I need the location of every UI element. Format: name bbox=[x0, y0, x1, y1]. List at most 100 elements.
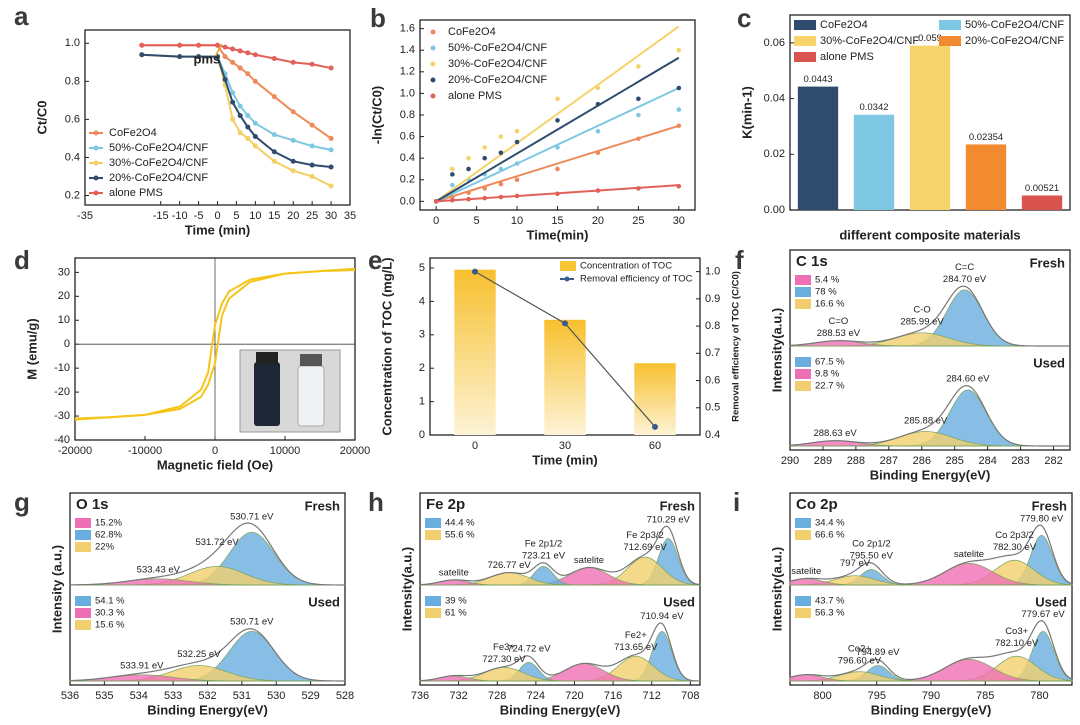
y2-tick-label: 0.7 bbox=[705, 347, 720, 359]
spectrum-name: Used bbox=[308, 594, 340, 609]
peak-label: 797 eV bbox=[840, 558, 871, 569]
point bbox=[245, 135, 251, 141]
point bbox=[230, 116, 236, 122]
point bbox=[252, 143, 258, 149]
point bbox=[309, 173, 315, 179]
x-axis-label: different composite materials bbox=[839, 227, 1020, 242]
x-axis-label: Binding Energy(eV) bbox=[871, 702, 992, 717]
point bbox=[230, 46, 236, 52]
peak-tag: Co2+ bbox=[848, 644, 871, 655]
legend-swatch bbox=[430, 45, 436, 51]
y-tick-label: 0.2 bbox=[65, 189, 80, 201]
x-tick-label: 10 bbox=[249, 210, 261, 222]
legend-swatch bbox=[564, 276, 570, 282]
bar bbox=[853, 114, 895, 210]
legend-swatch bbox=[75, 518, 91, 528]
bar bbox=[454, 269, 496, 435]
fit-line bbox=[435, 25, 680, 203]
bar bbox=[965, 144, 1007, 210]
spectrum-name: Fresh bbox=[305, 498, 340, 513]
x-tick-label: 0 bbox=[212, 445, 218, 457]
point bbox=[309, 162, 315, 168]
y-axis-label: -ln(Ct/C0) bbox=[369, 86, 384, 145]
peak-tag: Co3+ bbox=[1005, 626, 1028, 637]
legend-swatch bbox=[425, 596, 441, 606]
peak bbox=[789, 578, 1072, 586]
envelope bbox=[789, 620, 1073, 681]
peak-label: satelite bbox=[954, 549, 984, 560]
x-tick-label: 290 bbox=[781, 455, 799, 467]
annotation: pms bbox=[194, 51, 221, 66]
point bbox=[237, 48, 243, 54]
point bbox=[636, 186, 641, 191]
y-axis-label: Intensity (a.u.) bbox=[49, 545, 64, 633]
point bbox=[328, 183, 334, 189]
peak-label: 710.94 eV bbox=[640, 611, 684, 622]
x-tick-label: 0 bbox=[214, 210, 220, 222]
point bbox=[328, 147, 334, 153]
point bbox=[676, 85, 682, 91]
peak-tag: C-O bbox=[913, 305, 930, 316]
bar bbox=[909, 45, 951, 211]
y-tick-label: -20 bbox=[54, 386, 70, 398]
legend-swatch bbox=[795, 299, 811, 309]
x-tick-label: 15 bbox=[268, 210, 280, 222]
y2-tick-label: 0.9 bbox=[705, 293, 720, 305]
panel-letter: b bbox=[370, 3, 386, 33]
peak-tag: Co 2p1/2 bbox=[852, 538, 891, 549]
x-tick-label: 30 bbox=[559, 440, 571, 452]
peak-tag: Co 2p3/2 bbox=[995, 530, 1034, 541]
y-tick-label: 0.8 bbox=[65, 75, 80, 87]
x-axis-label: Time(min) bbox=[527, 227, 589, 242]
legend-label: 20%-CoFe2O4/CNF bbox=[109, 172, 208, 184]
legend-label: 9.8 % bbox=[815, 369, 840, 380]
peak-label: 288.63 eV bbox=[813, 428, 857, 439]
peak-tag: C=O bbox=[829, 316, 849, 327]
y-tick-label: 10 bbox=[58, 314, 70, 326]
envelope bbox=[419, 622, 701, 682]
point bbox=[595, 101, 601, 107]
legend-label: 22.7 % bbox=[815, 381, 845, 392]
legend-swatch bbox=[794, 20, 816, 30]
peak-label: 285.99 eV bbox=[900, 317, 944, 328]
inset-photo bbox=[239, 349, 341, 433]
legend-swatch bbox=[795, 381, 811, 391]
point bbox=[245, 124, 251, 130]
point bbox=[466, 196, 471, 202]
y-tick-label: 30 bbox=[58, 266, 70, 278]
legend-label: 15.6 % bbox=[95, 620, 125, 631]
x-tick-label: -15 bbox=[153, 210, 169, 222]
point bbox=[466, 190, 471, 196]
legend-swatch bbox=[425, 518, 441, 528]
y-tick-label: 0.02 bbox=[764, 148, 785, 160]
point bbox=[676, 47, 682, 53]
value-label: 0.059 bbox=[918, 33, 942, 44]
envelope bbox=[419, 525, 701, 586]
legend-swatch bbox=[560, 261, 576, 271]
x-tick-label: 531 bbox=[233, 690, 251, 702]
point bbox=[595, 85, 601, 91]
x-axis-label: Binding Energy(eV) bbox=[870, 467, 991, 482]
panel-title: Fe 2p bbox=[426, 496, 465, 513]
legend-swatch bbox=[93, 145, 99, 151]
legend-label: 20%-CoFe2O4/CNF bbox=[448, 74, 547, 86]
point bbox=[309, 61, 315, 67]
point bbox=[290, 109, 296, 115]
peak-label: 724.72 eV bbox=[507, 644, 551, 655]
y-tick-label: 0 bbox=[64, 338, 70, 350]
x-tick-label: 20 bbox=[592, 215, 604, 227]
point bbox=[636, 64, 641, 69]
point bbox=[245, 113, 251, 119]
y-axis-label: Ct/C0 bbox=[34, 101, 49, 135]
legend-swatch bbox=[939, 36, 961, 46]
legend-label: 61 % bbox=[445, 608, 467, 619]
point bbox=[252, 78, 258, 84]
peak-label: 288.53 eV bbox=[817, 328, 861, 339]
y-axis-label: M (emu/g) bbox=[24, 318, 39, 379]
point bbox=[271, 56, 277, 62]
point bbox=[237, 130, 243, 136]
legend-label: 30%-CoFe2O4/CNF bbox=[448, 58, 547, 70]
legend-swatch bbox=[93, 190, 99, 196]
point bbox=[562, 320, 568, 327]
series-line bbox=[141, 53, 332, 151]
